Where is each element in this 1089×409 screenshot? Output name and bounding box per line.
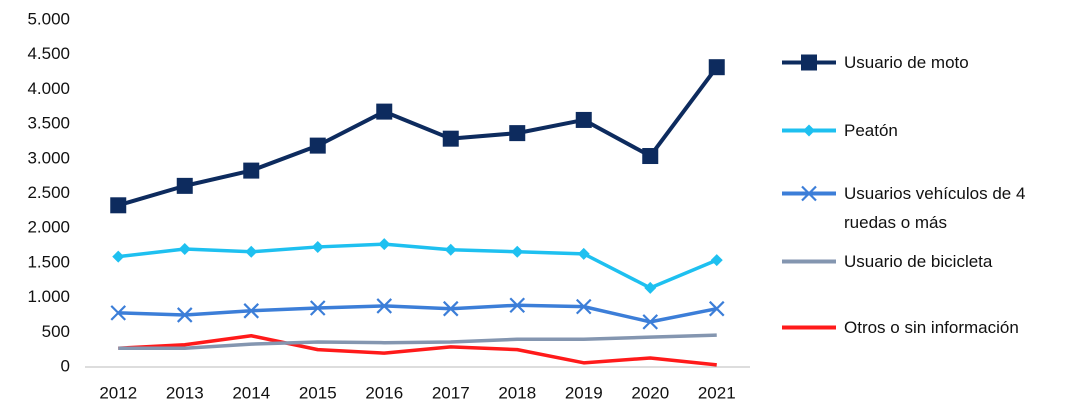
x-tick-label: 2020	[631, 383, 669, 402]
marker	[801, 185, 817, 202]
marker	[376, 103, 393, 120]
series-line	[118, 334, 717, 367]
y-tick-label: 2.000	[27, 218, 70, 237]
series-line	[118, 242, 718, 290]
marker	[803, 124, 815, 137]
legend-item: Usuario de moto	[780, 48, 1080, 77]
x-tick-label: 2013	[166, 383, 204, 402]
y-tick-label: 1.500	[27, 252, 70, 271]
marker	[110, 197, 127, 214]
legend-label: Usuarios vehículos de 4 ruedas o más	[844, 184, 1026, 232]
marker	[442, 130, 459, 147]
marker	[309, 137, 326, 154]
legend-label: Usuario de moto	[844, 53, 969, 72]
series-line	[118, 303, 718, 324]
legend-label: Otros o sin información	[844, 318, 1019, 337]
y-tick-label: 3.000	[27, 148, 70, 167]
marker	[509, 297, 526, 314]
y-tick-label: 4.000	[27, 79, 70, 98]
legend-item: Usuario de bicicleta	[780, 247, 1080, 276]
legend-item: Peatón	[780, 116, 1080, 145]
marker	[644, 281, 657, 294]
y-tick-label: 4.500	[27, 44, 70, 63]
legend-swatch	[782, 54, 836, 71]
marker	[444, 243, 457, 256]
marker	[311, 240, 324, 253]
y-tick-label: 1.000	[27, 287, 70, 306]
x-tick-label: 2015	[299, 383, 337, 402]
marker	[378, 238, 391, 251]
marker	[442, 300, 459, 317]
y-tick-label: 500	[42, 322, 70, 341]
legend-swatch	[782, 259, 836, 264]
marker	[575, 111, 592, 128]
marker	[511, 245, 524, 258]
legend-swatch	[782, 185, 836, 202]
legend-item: Usuarios vehículos de 4 ruedas o más	[780, 179, 1080, 237]
marker	[642, 314, 659, 330]
legend-swatch	[782, 325, 836, 330]
x-tick-label: 2012	[99, 383, 137, 402]
marker	[245, 245, 258, 258]
legend-label: Peatón	[844, 121, 898, 140]
marker	[575, 298, 592, 315]
x-tick-label: 2021	[698, 383, 736, 402]
marker	[243, 303, 260, 319]
marker	[178, 243, 191, 256]
legend-label: Usuario de bicicleta	[844, 252, 993, 271]
y-tick-label: 0	[61, 356, 70, 375]
x-tick-label: 2014	[232, 383, 270, 402]
marker	[509, 125, 526, 142]
x-tick-label: 2017	[432, 383, 470, 402]
marker	[243, 162, 260, 179]
y-tick-label: 2.500	[27, 183, 70, 202]
marker	[112, 250, 125, 263]
marker	[577, 247, 590, 260]
legend-item: Otros o sin información	[780, 313, 1080, 342]
y-tick-label: 5.000	[27, 9, 70, 28]
marker	[309, 300, 326, 316]
x-tick-label: 2019	[565, 383, 603, 402]
x-tick-label: 2016	[365, 383, 403, 402]
series-line	[118, 333, 717, 351]
marker	[708, 59, 725, 76]
marker	[110, 305, 127, 321]
series-line	[117, 65, 719, 208]
x-tick-label: 2018	[498, 383, 536, 402]
marker	[176, 307, 193, 323]
legend-swatch	[782, 124, 836, 137]
marker	[642, 148, 659, 165]
y-tick-label: 3.500	[27, 114, 70, 133]
marker	[710, 254, 723, 267]
marker	[708, 300, 725, 317]
marker	[376, 298, 393, 314]
marker	[176, 177, 193, 194]
marker	[801, 54, 817, 71]
